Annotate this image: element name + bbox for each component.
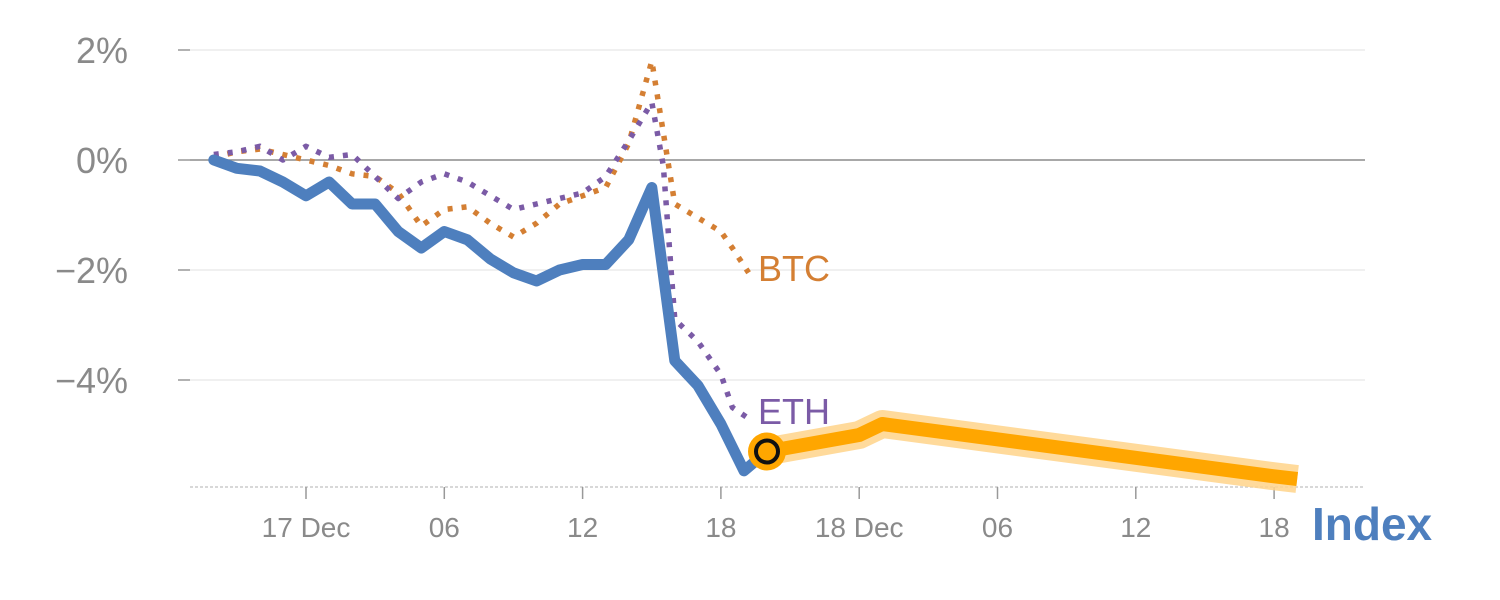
x-tick-label: 06 — [429, 512, 460, 543]
marker-dot — [754, 438, 780, 465]
grid-lines — [190, 49, 1365, 381]
x-tick-label: 18 Dec — [815, 512, 904, 543]
x-tick-label: 12 — [1120, 512, 1151, 543]
series-label-index: Index — [1312, 498, 1433, 550]
x-tick-label: 12 — [567, 512, 598, 543]
x-tick-label: 17 Dec — [262, 512, 351, 543]
y-tick-label: −4% — [55, 360, 128, 401]
y-tick-label: 2% — [76, 30, 128, 71]
axes: 2% 0% −2% −4% 17 Dec 06 12 18 18 Dec 06 12 18 — [55, 30, 1365, 543]
y-tick-label: 0% — [76, 140, 128, 181]
current-point-marker — [748, 432, 786, 471]
y-tick-label: −2% — [55, 250, 128, 291]
series-label-eth: ETH — [758, 391, 830, 432]
series-line-index — [208, 154, 773, 477]
series-line-btc — [213, 58, 751, 275]
series-lines — [208, 58, 1299, 493]
series-label-btc: BTC — [758, 248, 830, 289]
series-labels: BTC ETH Index — [758, 248, 1433, 550]
forecast-line — [765, 417, 1299, 486]
x-tick-label: 18 — [1259, 512, 1290, 543]
x-tick-label: 06 — [982, 512, 1013, 543]
x-tick-label: 18 — [705, 512, 736, 543]
